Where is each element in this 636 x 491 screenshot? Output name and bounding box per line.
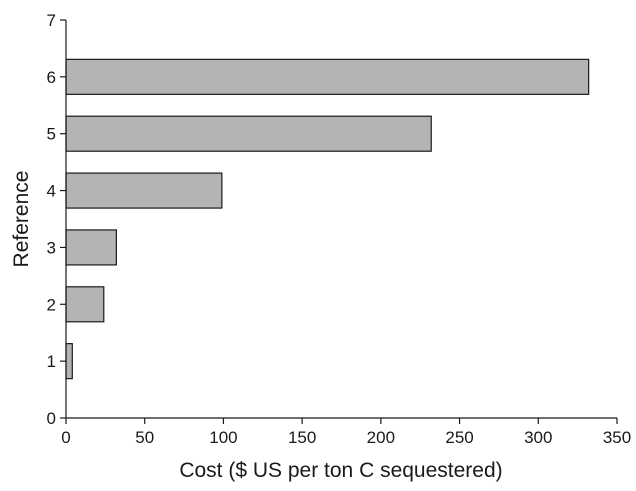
- bar-reference-2: [65, 286, 105, 323]
- y-tick-label: 2: [47, 295, 56, 314]
- y-tick-label: 4: [47, 182, 56, 201]
- bars-layer: [65, 58, 590, 380]
- y-tick-label: 7: [47, 11, 56, 30]
- bar-reference-6: [65, 58, 590, 95]
- y-tick-label: 6: [47, 68, 56, 87]
- y-axis-title: Reference: [10, 171, 33, 268]
- y-tick-label: 1: [47, 352, 56, 371]
- x-tick-label: 50: [135, 428, 154, 447]
- x-tick-label: 100: [209, 428, 237, 447]
- bar-reference-3: [65, 229, 117, 266]
- x-tick-label: 150: [288, 428, 316, 447]
- x-tick-label: 300: [524, 428, 552, 447]
- x-tick-label: 350: [603, 428, 631, 447]
- y-tick-label: 0: [47, 409, 56, 428]
- x-ticks-layer: 0 50 100 150 200 250 300 350: [61, 418, 631, 447]
- x-axis-title: Cost ($ US per ton C sequestered): [179, 459, 502, 482]
- bar-reference-1: [65, 343, 73, 380]
- bar-reference-4: [65, 172, 223, 209]
- x-tick-label: 0: [61, 428, 70, 447]
- x-tick-label: 200: [367, 428, 395, 447]
- y-ticks-layer: 0 1 2 3 4 5 6 7: [47, 11, 66, 428]
- y-tick-label: 3: [47, 238, 56, 257]
- y-tick-label: 5: [47, 125, 56, 144]
- bar-reference-5: [65, 115, 432, 152]
- x-tick-label: 250: [445, 428, 473, 447]
